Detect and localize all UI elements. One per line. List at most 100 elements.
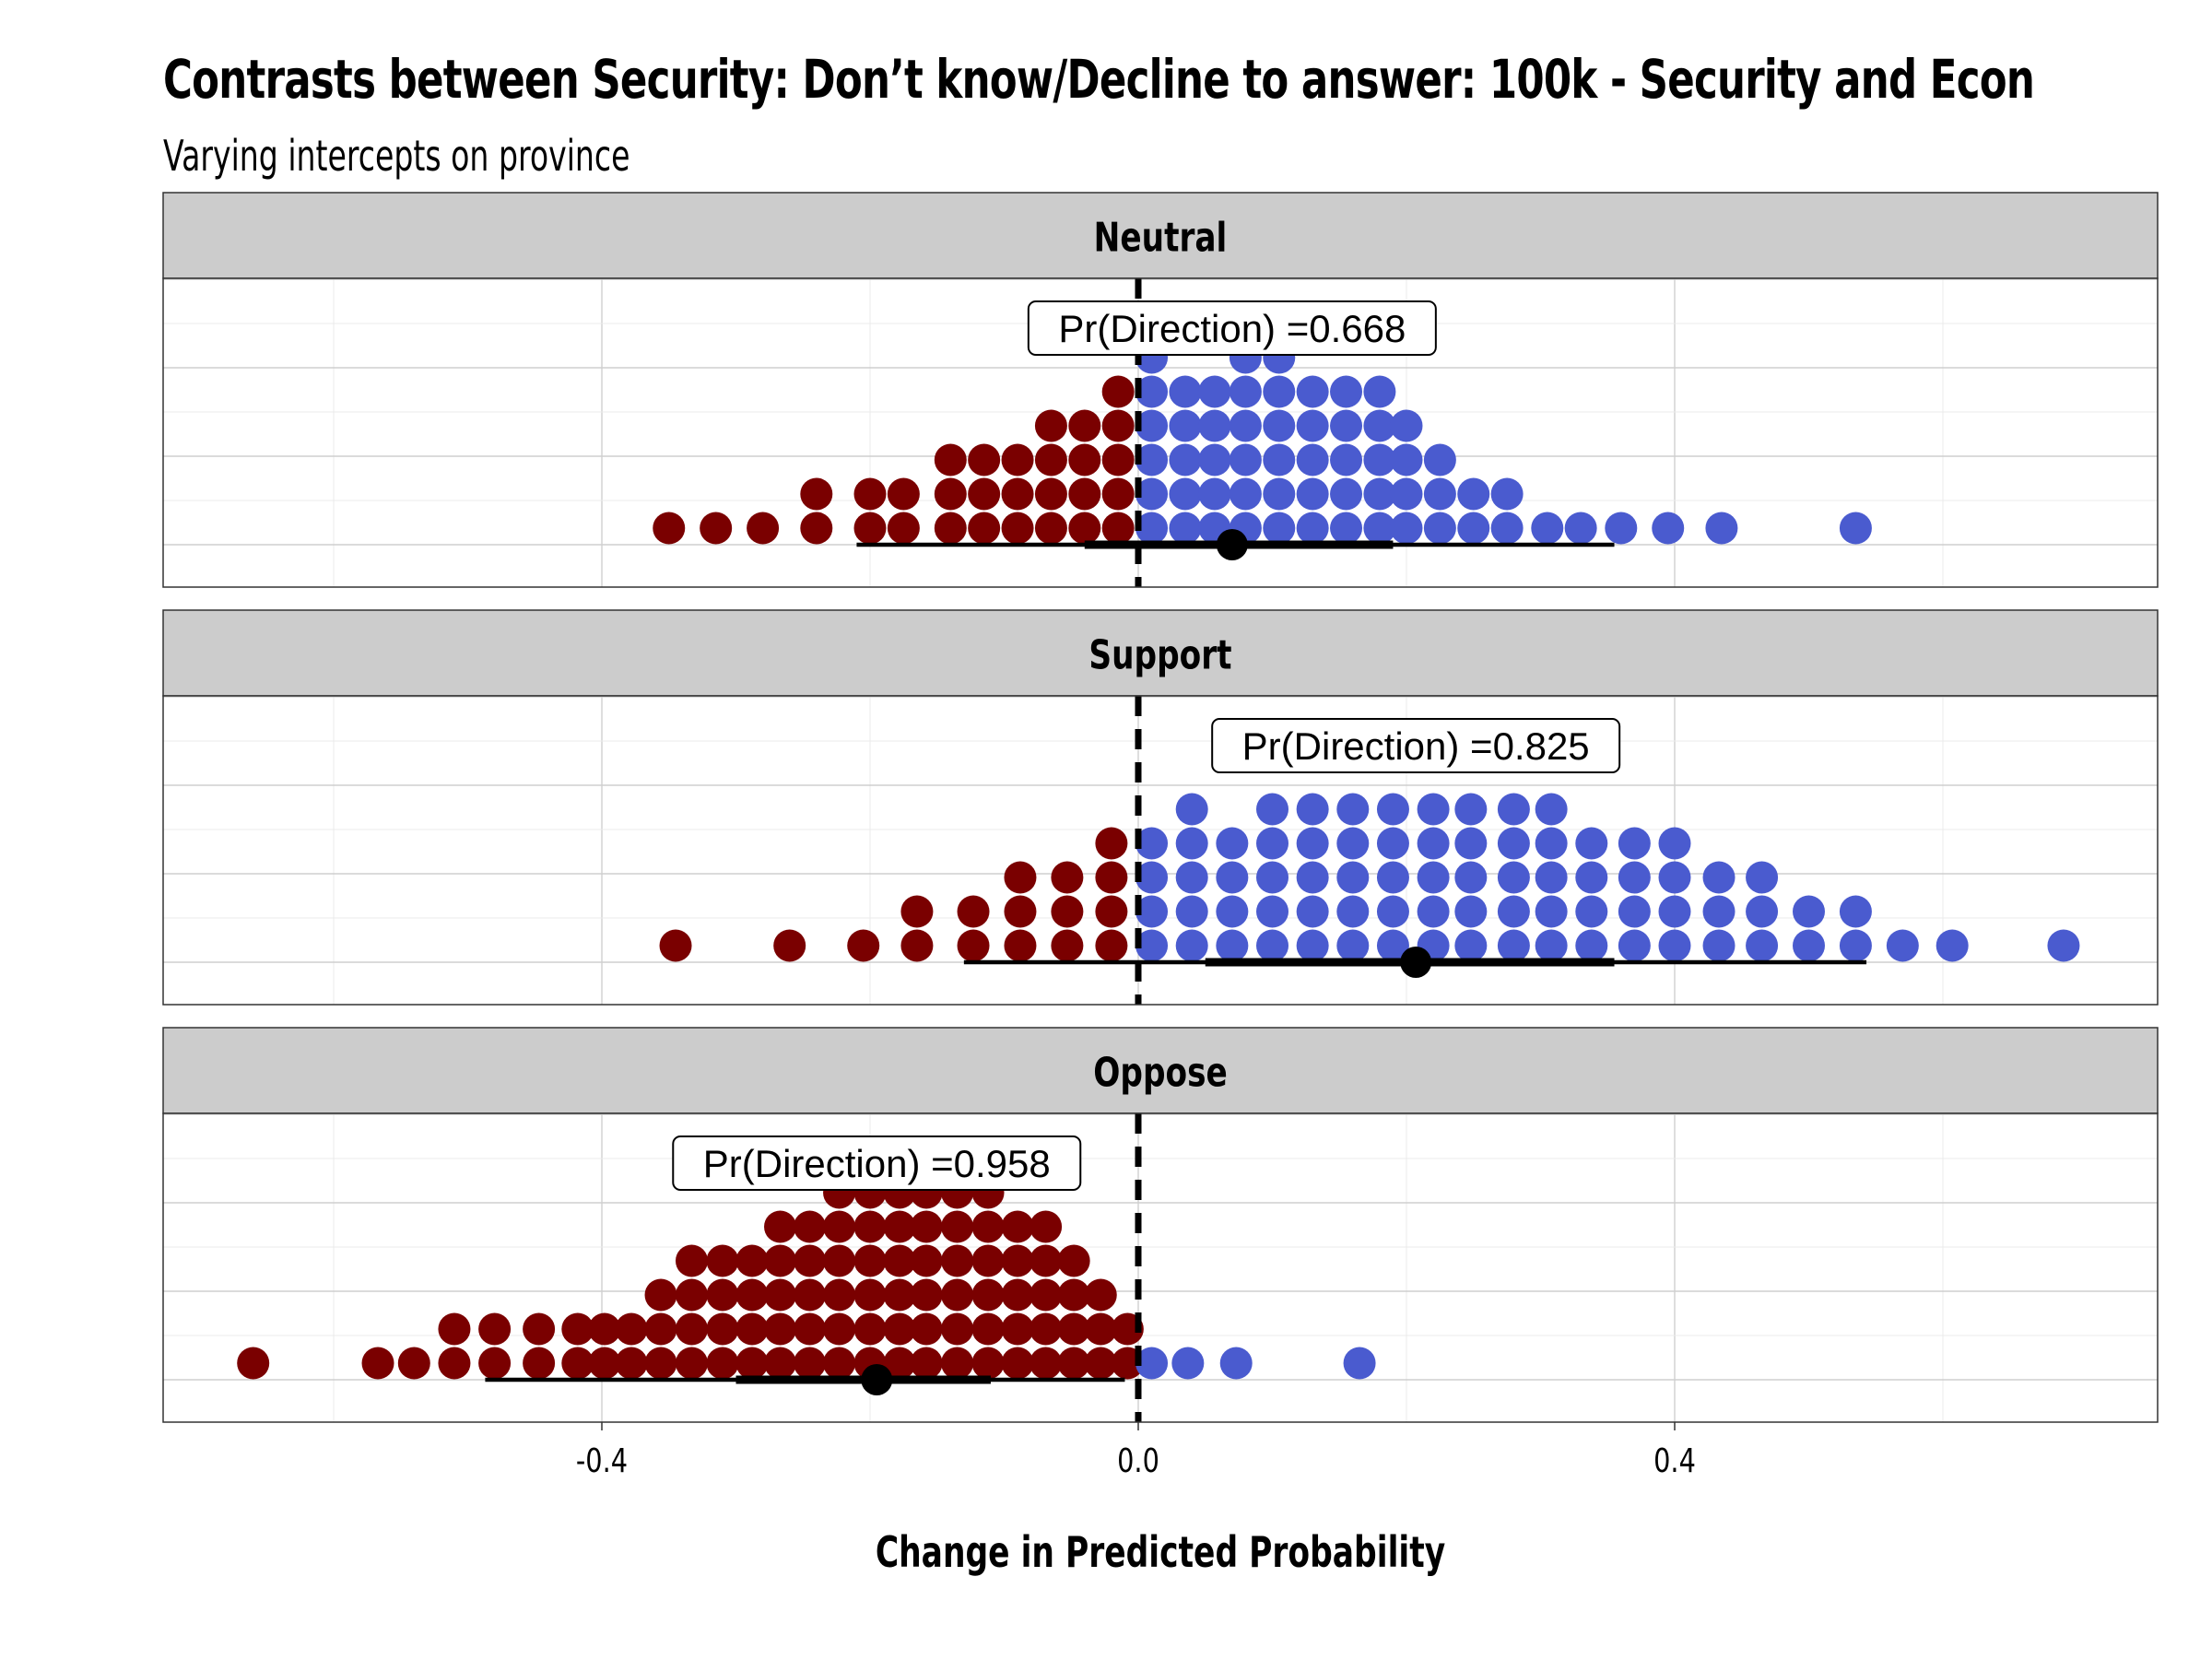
dot xyxy=(883,1210,916,1243)
dot xyxy=(1084,1278,1117,1312)
dot xyxy=(1454,929,1488,962)
dot xyxy=(1575,861,1608,894)
dot xyxy=(1535,929,1568,962)
dot xyxy=(1454,895,1488,928)
dot xyxy=(1175,861,1208,894)
dot xyxy=(1030,1312,1063,1346)
dot xyxy=(1296,375,1329,408)
dot xyxy=(1216,895,1249,928)
dot xyxy=(1068,409,1101,442)
dot xyxy=(1296,477,1329,511)
dot xyxy=(1057,1244,1090,1277)
dot xyxy=(1263,443,1296,477)
dot xyxy=(1101,409,1135,442)
dot xyxy=(1423,477,1456,511)
dot xyxy=(1336,895,1370,928)
dot xyxy=(1219,1347,1253,1380)
dot xyxy=(1135,375,1169,408)
dot xyxy=(747,512,780,545)
dot xyxy=(1376,861,1409,894)
x-tick-label: -0.4 xyxy=(576,1441,628,1480)
dot xyxy=(1084,1347,1117,1380)
dot xyxy=(1296,409,1329,442)
dot xyxy=(971,1312,1005,1346)
dot xyxy=(1376,929,1409,962)
dot xyxy=(1535,895,1568,928)
dot xyxy=(800,512,833,545)
dot xyxy=(853,1312,887,1346)
dot xyxy=(1746,861,1779,894)
dot xyxy=(1793,929,1825,962)
dot xyxy=(1535,861,1568,894)
dot xyxy=(1263,477,1296,511)
dot xyxy=(1001,477,1034,511)
panel-border xyxy=(162,695,2159,1006)
dot xyxy=(735,1347,769,1380)
dot xyxy=(675,1244,708,1277)
dot xyxy=(1363,409,1396,442)
dot xyxy=(523,1347,556,1380)
dot xyxy=(1457,477,1490,511)
dot xyxy=(644,1347,677,1380)
dot xyxy=(1101,443,1135,477)
dot xyxy=(1417,793,1450,826)
dot xyxy=(1101,477,1135,511)
chart-subtitle: Varying intercepts on province xyxy=(163,131,630,181)
dot xyxy=(941,1278,974,1312)
dot xyxy=(478,1312,512,1346)
dot xyxy=(1004,895,1037,928)
dot xyxy=(968,477,1001,511)
dot xyxy=(1256,929,1288,962)
dot xyxy=(794,1312,827,1346)
dot xyxy=(1004,929,1037,962)
dot xyxy=(1390,477,1423,511)
dot xyxy=(1135,512,1169,545)
dot xyxy=(934,443,967,477)
dot xyxy=(1001,512,1034,545)
dot xyxy=(1336,861,1370,894)
dot xyxy=(968,512,1001,545)
dot xyxy=(1497,929,1530,962)
x-axis-title: Change in Predicted Probability xyxy=(876,1527,1445,1577)
dot xyxy=(1423,443,1456,477)
dot xyxy=(1216,929,1249,962)
dot xyxy=(764,1347,797,1380)
dot xyxy=(1531,512,1564,545)
dot xyxy=(706,1347,739,1380)
panel-border xyxy=(162,1112,2159,1423)
dot xyxy=(1135,929,1169,962)
dot xyxy=(1497,861,1530,894)
dot xyxy=(1746,929,1779,962)
dot xyxy=(1095,895,1128,928)
dot xyxy=(1658,861,1691,894)
dot xyxy=(1454,827,1488,860)
dot xyxy=(1702,895,1735,928)
dot xyxy=(900,929,934,962)
dot xyxy=(706,1278,739,1312)
dot xyxy=(561,1347,594,1380)
dot xyxy=(1171,1347,1205,1380)
dot xyxy=(1030,1347,1063,1380)
dot xyxy=(1390,443,1423,477)
dot xyxy=(1575,827,1608,860)
dot xyxy=(910,1312,943,1346)
dot xyxy=(1296,443,1329,477)
dot xyxy=(1256,827,1288,860)
dot xyxy=(853,1210,887,1243)
dot xyxy=(1095,929,1128,962)
dot xyxy=(971,1347,1005,1380)
dot xyxy=(1101,512,1135,545)
dot xyxy=(1256,861,1288,894)
dot xyxy=(1034,443,1067,477)
dot xyxy=(1175,929,1208,962)
dot xyxy=(823,1244,856,1277)
dot xyxy=(1068,512,1101,545)
dot xyxy=(1839,512,1872,545)
dot xyxy=(764,1244,797,1277)
pr-direction-label: Pr(Direction) =0.958 xyxy=(703,1142,1051,1185)
dot xyxy=(1001,1312,1034,1346)
dot xyxy=(883,1312,916,1346)
dot xyxy=(1135,409,1169,442)
dot xyxy=(1169,375,1202,408)
dot xyxy=(853,477,887,511)
